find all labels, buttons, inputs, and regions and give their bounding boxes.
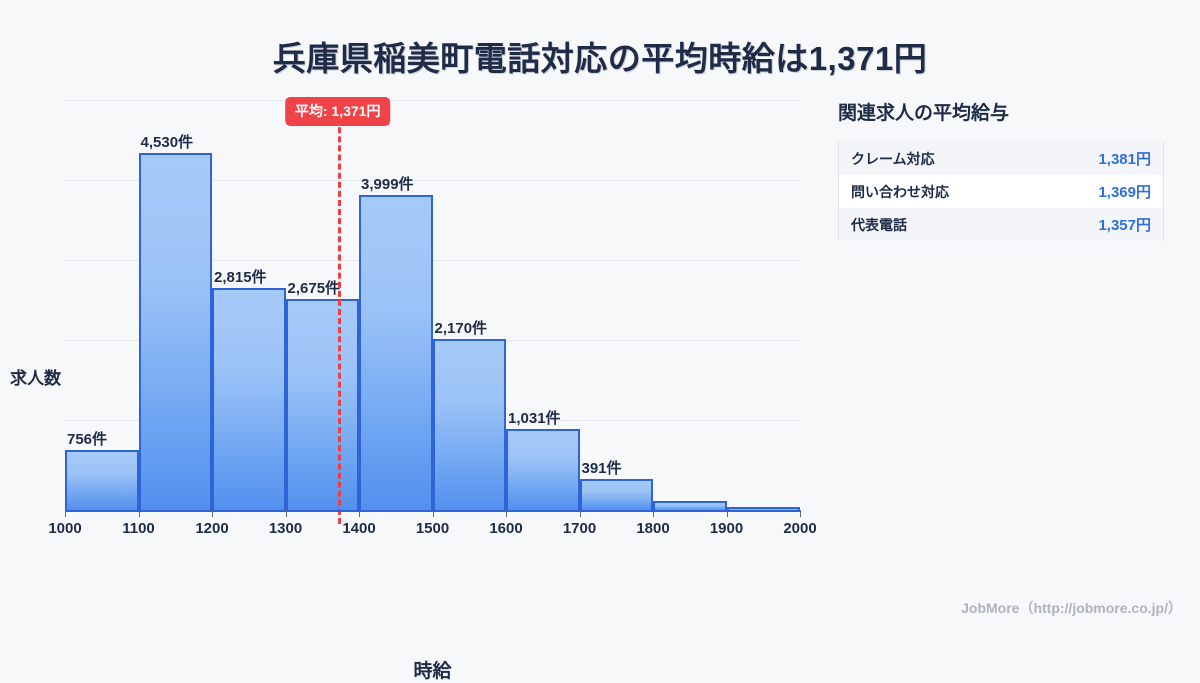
y-axis-title: 求人数 bbox=[10, 369, 61, 388]
gridline bbox=[65, 180, 800, 181]
bar-value-label: 3,999件 bbox=[361, 175, 414, 193]
x-tick-mark bbox=[285, 510, 287, 517]
plot-area: 756件 4,530件 2,815件 2,675件 3,999件 2,170件 1,031件… bbox=[65, 97, 800, 524]
bar-value-label: 4,530件 bbox=[140, 133, 194, 151]
related-salary-row[interactable]: クレーム対応 1,381円 bbox=[839, 142, 1163, 175]
x-tick-label: 1000 bbox=[48, 520, 82, 537]
x-tick-label: 1400 bbox=[342, 520, 376, 537]
x-tick-mark bbox=[65, 510, 66, 517]
footer-credit: JobMore（http://jobmore.co.jp/） bbox=[961, 600, 1182, 616]
related-salary-value: 1,357円 bbox=[1098, 217, 1151, 234]
average-line bbox=[337, 100, 341, 524]
x-tick-mark bbox=[653, 510, 654, 517]
bar[interactable] bbox=[432, 338, 506, 510]
bar[interactable] bbox=[285, 299, 359, 510]
bar[interactable] bbox=[506, 428, 580, 510]
bar[interactable] bbox=[359, 194, 433, 510]
related-salary-value: 1,381円 bbox=[1098, 151, 1151, 168]
bar-value-label: 391件 bbox=[581, 460, 622, 478]
x-tick-mark bbox=[138, 510, 140, 517]
related-salary-name: 代表電話 bbox=[851, 216, 907, 233]
bar[interactable] bbox=[212, 288, 286, 510]
x-tick-mark bbox=[432, 510, 434, 517]
bar[interactable] bbox=[579, 479, 653, 510]
bar-value-label: 2,815件 bbox=[214, 269, 267, 287]
related-salary-title: 関連求人の平均給与 bbox=[838, 103, 1010, 124]
gridline bbox=[65, 260, 800, 261]
bar-value-label: 1,031件 bbox=[508, 409, 561, 427]
related-salary-table: クレーム対応 1,381円問い合わせ対応 1,369円代表電話 1,357円 bbox=[838, 142, 1164, 241]
x-tick-label: 1800 bbox=[636, 520, 670, 537]
x-tick-label: 2000 bbox=[783, 520, 817, 537]
bar-value-label: 2,170件 bbox=[434, 319, 488, 337]
x-tick-label: 1300 bbox=[268, 520, 303, 537]
page-title: 兵庫県稲美町電話対応の平均時給は1,371円 bbox=[272, 40, 928, 77]
x-tick-mark bbox=[212, 510, 213, 517]
x-tick-mark bbox=[359, 510, 360, 517]
x-tick-label: 1900 bbox=[709, 520, 744, 537]
bar-value-label: 756件 bbox=[67, 431, 108, 449]
x-tick-mark bbox=[726, 510, 728, 517]
bar[interactable] bbox=[65, 450, 139, 510]
x-tick-label: 1500 bbox=[415, 520, 450, 537]
related-salary-row[interactable]: 問い合わせ対応 1,369円 bbox=[839, 175, 1163, 208]
bar[interactable] bbox=[653, 500, 727, 510]
x-tick-label: 1600 bbox=[489, 520, 523, 537]
x-tick-label: 1700 bbox=[562, 520, 597, 537]
bar[interactable] bbox=[138, 152, 212, 510]
gridline bbox=[65, 100, 800, 101]
x-axis-title: 時給 bbox=[413, 661, 452, 682]
x-tick-label: 1200 bbox=[195, 520, 229, 537]
related-salary-name: クレーム対応 bbox=[851, 150, 935, 167]
histogram-chart: 求人数 756件 4,530件 2,815件 2,675件 3,999件 2,170件 1,… bbox=[0, 86, 820, 682]
related-salary-panel: 関連求人の平均給与 クレーム対応 1,381円問い合わせ対応 1,369円代表電話 1… bbox=[838, 98, 1178, 241]
average-badge: 平均: 1,371円 bbox=[284, 97, 391, 126]
x-tick-mark bbox=[579, 510, 581, 517]
related-salary-row[interactable]: 代表電話 1,357円 bbox=[839, 208, 1163, 241]
bar[interactable] bbox=[726, 507, 800, 510]
related-salary-value: 1,369円 bbox=[1098, 184, 1151, 201]
related-salary-name: 問い合わせ対応 bbox=[851, 183, 949, 200]
bar-value-label: 2,675件 bbox=[287, 280, 341, 298]
x-tick-mark bbox=[506, 510, 507, 517]
x-tick-mark bbox=[800, 510, 801, 517]
x-tick-label: 1100 bbox=[122, 520, 155, 537]
